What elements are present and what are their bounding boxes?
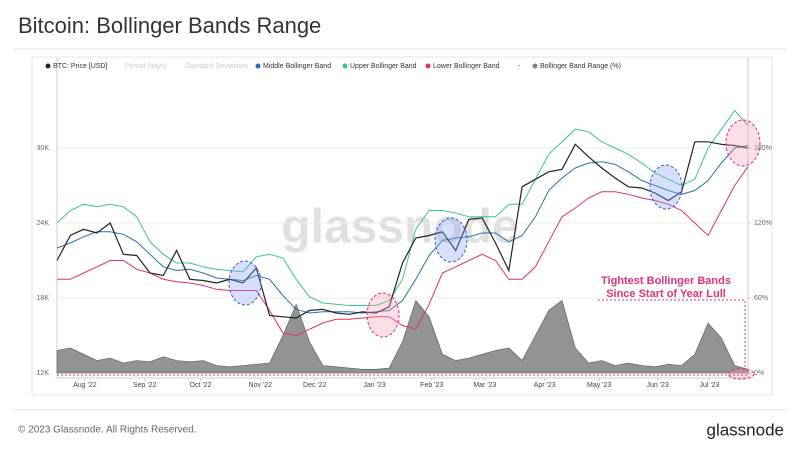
chart-title: Bitcoin: Bollinger Bands Range	[18, 13, 321, 38]
legend-label[interactable]: Bollinger Band Range (%)	[540, 63, 621, 70]
plot-area: 12K 18K 24K 30K 0% 60% 120% 180% Aug '22 Sep '22 O…	[37, 58, 772, 389]
area	[56, 299, 749, 374]
legend-swatch[interactable]	[255, 63, 261, 69]
watermark: glassnode	[281, 201, 518, 254]
y-tick-label: 12K	[37, 370, 50, 377]
y2-tick-label: 120%	[754, 220, 772, 227]
line	[56, 141, 749, 319]
x-tick-label: Oct '22	[190, 382, 212, 389]
legend-label[interactable]: Lower Bollinger Band	[433, 63, 500, 70]
x-tick-label: Jun '23	[646, 382, 668, 389]
annotation: Tightest Bollinger Bands	[601, 275, 731, 287]
x-tick-label: Feb '23	[420, 382, 443, 389]
highlight-circle	[727, 368, 755, 380]
highlight-circle	[434, 217, 468, 263]
legend-label[interactable]: BTC: Price [USD]	[53, 63, 108, 70]
x-tick-label: Aug '22	[73, 382, 97, 389]
legend: BTC: Price [USD] Period (days) Standard De…	[45, 63, 621, 70]
y-tick-label: 24K	[37, 220, 50, 227]
x-tick-label: Sep '22	[133, 382, 157, 389]
legend-swatch[interactable]	[342, 63, 348, 69]
legend-swatch[interactable]	[532, 63, 538, 69]
legend-label[interactable]: Middle Bollinger Band	[263, 63, 331, 70]
y2-tick-label: 60%	[754, 295, 768, 302]
legend-label[interactable]: -	[518, 63, 521, 70]
x-tick-label: May '23	[587, 382, 611, 389]
plot-frame	[31, 56, 773, 396]
y2-tick-label: 180%	[754, 145, 772, 152]
x-tick-label: Nov '22	[249, 382, 273, 389]
x-tick-label: Jul '23	[699, 382, 719, 389]
line	[56, 145, 749, 314]
highlight-circle	[228, 260, 262, 306]
y-tick-label: 18K	[37, 295, 50, 302]
highlights	[228, 119, 761, 380]
legend-label[interactable]: Standard Deviations	[185, 63, 249, 70]
x-tick-label: Mar '23	[473, 382, 496, 389]
y-tick-label: 30K	[37, 145, 50, 152]
annotation-leader	[598, 299, 746, 368]
x-tick-label: Jan '23	[363, 382, 385, 389]
highlight-circle	[725, 119, 761, 167]
line	[57, 166, 749, 337]
x-tick-label: Apr '23	[534, 382, 556, 389]
logo: glassnode	[706, 420, 784, 439]
highlight-circle	[649, 164, 683, 210]
x-tick-label: Dec '22	[303, 382, 327, 389]
legend-swatch[interactable]	[425, 63, 431, 69]
footer: © 2023 Glassnode. All Rights Reserved.	[18, 425, 197, 436]
legend-label[interactable]: Upper Bollinger Band	[350, 63, 417, 70]
legend-label[interactable]: Period (days)	[125, 63, 167, 70]
highlight-circle	[366, 292, 400, 338]
annotation: Since Start of Year Lull	[606, 288, 726, 300]
y2-tick-label: 0%	[754, 370, 764, 377]
legend-swatch[interactable]	[45, 63, 51, 69]
